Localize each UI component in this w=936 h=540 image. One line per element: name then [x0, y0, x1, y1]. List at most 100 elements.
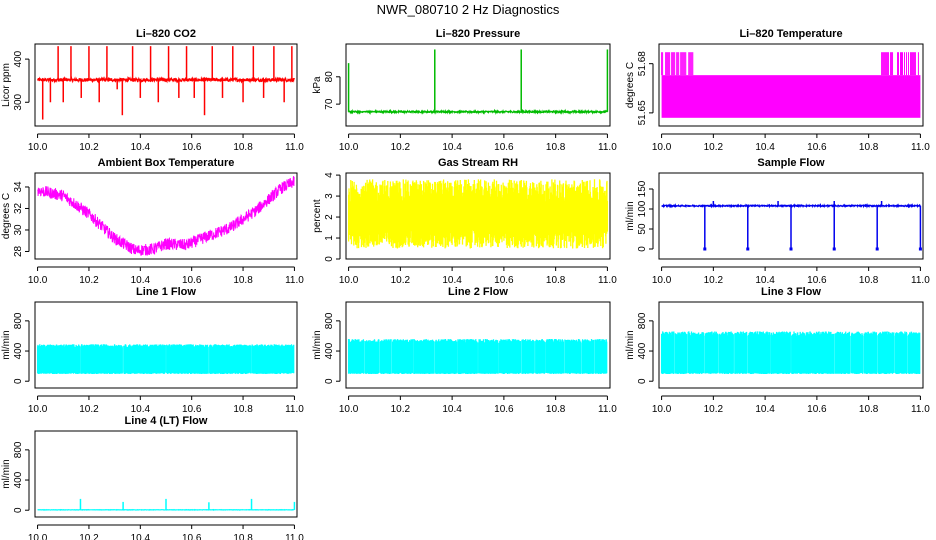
panel-title: Line 1 Flow — [136, 286, 196, 298]
x-tick-label: 10.6 — [494, 275, 514, 286]
y-tick-label: 100 — [637, 200, 648, 217]
series — [37, 498, 296, 511]
y-axis-label: ml/min — [1, 330, 12, 359]
y-tick-label: 800 — [13, 441, 24, 458]
panel-5: Gas Stream RH 10.0 10.2 10.4 10.6 10.8 11.0 0 1 2… — [312, 157, 617, 286]
x-tick-label: 10.0 — [339, 275, 359, 286]
series-band — [347, 339, 608, 374]
x-tick-label: 10.8 — [859, 275, 879, 286]
x-tick-label: 10.2 — [79, 404, 99, 415]
panel-title: Ambient Box Temperature — [98, 157, 235, 169]
x-tick-label: 10.2 — [79, 275, 99, 286]
y-tick-label: 400 — [13, 342, 24, 359]
y-axis-label: ml/min — [1, 459, 12, 488]
y-tick-label: 0 — [637, 378, 648, 384]
x-tick-label: 10.2 — [704, 275, 724, 286]
y-tick-label: 80 — [324, 71, 335, 83]
y-tick-label: 400 — [637, 342, 648, 359]
y-tick-label: 51.65 — [637, 100, 648, 125]
y-tick-label: 0 — [637, 246, 648, 252]
x-tick-label: 10.0 — [652, 275, 672, 286]
dip-point — [918, 247, 922, 251]
x-tick-label: 10.6 — [494, 404, 514, 415]
x-tick-label: 10.0 — [28, 533, 48, 540]
y-tick-label: 4 — [324, 172, 335, 178]
series — [37, 176, 295, 256]
x-tick-label: 10.6 — [494, 142, 514, 153]
x-tick-label: 10.4 — [755, 142, 775, 153]
x-tick-label: 10.2 — [79, 142, 99, 153]
panel-6: Sample Flow 10.0 10.2 10.4 10.6 10.8 11.0 0 50 10… — [625, 157, 930, 286]
x-tick-label: 11.0 — [911, 404, 930, 415]
x-tick-label: 10.2 — [704, 142, 724, 153]
x-tick-label: 10.8 — [546, 404, 566, 415]
series — [347, 339, 608, 374]
plot-frame — [34, 430, 298, 518]
x-tick-label: 10.8 — [233, 142, 253, 153]
y-axis-label: Licor ppm — [1, 63, 12, 107]
x-tick-label: 10.2 — [391, 404, 411, 415]
panel-title: Gas Stream RH — [438, 157, 518, 169]
panel-1: Li–820 CO2 10.0 10.2 10.4 10.6 10.8 11.0 300 400… — [1, 28, 304, 153]
y-axis-label: degrees C — [1, 193, 12, 239]
panel-7: Line 1 Flow 10.0 10.2 10.4 10.6 10.8 11.0 0 400 8… — [1, 286, 304, 415]
panel-3: Li–820 Temperature 10.0 10.2 10.4 10.6 10.8 11… — [625, 28, 930, 153]
series-line — [37, 75, 295, 84]
y-axis-label: ml/min — [625, 201, 636, 230]
series-band — [36, 344, 295, 374]
y-axis-label: kPa — [312, 76, 323, 94]
x-tick-label: 11.0 — [598, 404, 617, 415]
series — [661, 201, 922, 251]
x-tick-label: 10.2 — [391, 275, 411, 286]
x-tick-label: 10.8 — [859, 404, 879, 415]
x-tick-label: 11.0 — [285, 404, 304, 415]
x-tick-label: 11.0 — [911, 142, 930, 153]
panel-8: Line 2 Flow 10.0 10.2 10.4 10.6 10.8 11.0 0 400 8… — [312, 286, 617, 415]
x-tick-label: 10.6 — [807, 275, 827, 286]
y-tick-label: 800 — [13, 312, 24, 329]
plot-frame — [658, 301, 924, 389]
x-tick-label: 10.6 — [182, 142, 202, 153]
series — [661, 52, 921, 118]
panel-title: Li–820 Temperature — [739, 28, 842, 40]
dip-point — [746, 247, 750, 251]
x-tick-label: 10.4 — [131, 404, 151, 415]
x-tick-label: 11.0 — [285, 533, 304, 540]
x-tick-label: 10.8 — [233, 275, 253, 286]
x-tick-label: 10.8 — [233, 404, 253, 415]
y-tick-label: 51.68 — [637, 51, 648, 76]
x-tick-label: 10.0 — [28, 142, 48, 153]
x-tick-label: 10.0 — [339, 142, 359, 153]
x-tick-label: 10.4 — [755, 404, 775, 415]
x-tick-label: 10.4 — [131, 533, 151, 540]
series — [36, 344, 295, 374]
x-tick-label: 10.6 — [807, 142, 827, 153]
y-tick-label: 3 — [324, 193, 335, 199]
x-tick-label: 10.4 — [442, 275, 462, 286]
y-tick-label: 400 — [324, 342, 335, 359]
x-tick-label: 10.0 — [28, 275, 48, 286]
x-tick-label: 11.0 — [911, 275, 930, 286]
y-tick-label: 400 — [13, 50, 24, 67]
y-axis-label: degrees C — [625, 62, 636, 108]
plot-frame — [34, 43, 298, 127]
series-band — [660, 331, 921, 374]
series — [347, 179, 609, 249]
panel-9: Line 3 Flow 10.0 10.2 10.4 10.6 10.8 11.0 0 400 8… — [625, 286, 930, 415]
series — [347, 49, 609, 115]
plot-frame — [345, 43, 611, 127]
figure-title: NWR_080710 2 Hz Diagnostics — [377, 2, 560, 17]
y-axis-label: ml/min — [312, 330, 323, 359]
y-tick-label: 32 — [13, 202, 24, 214]
y-tick-label: 0 — [13, 507, 24, 513]
x-tick-label: 10.2 — [391, 142, 411, 153]
plot-frame — [658, 172, 924, 260]
series — [660, 331, 921, 374]
series — [37, 46, 295, 120]
x-tick-label: 10.0 — [652, 404, 672, 415]
dip-point — [832, 247, 836, 251]
dip-point — [875, 247, 879, 251]
panel-title: Line 2 Flow — [448, 286, 508, 298]
y-axis-label: percent — [312, 199, 323, 233]
plot-frame — [658, 43, 924, 127]
